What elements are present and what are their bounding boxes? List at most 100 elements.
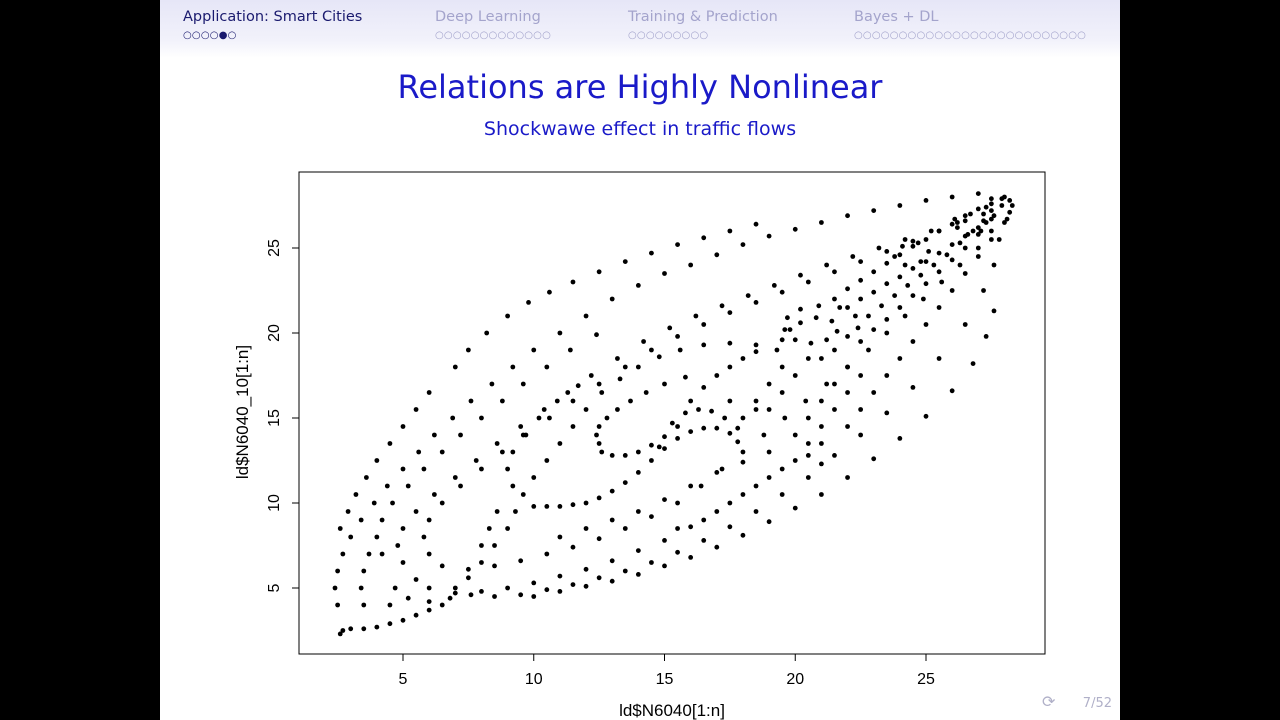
data-point xyxy=(975,254,981,259)
data-point xyxy=(583,583,589,589)
data-point xyxy=(609,558,615,564)
data-point xyxy=(876,245,882,251)
nav-dots-deep-learning[interactable]: ○○○○○○○○○○○○○ xyxy=(435,30,552,41)
data-point xyxy=(510,449,516,455)
data-point xyxy=(400,617,406,623)
data-point xyxy=(803,398,809,404)
data-point xyxy=(413,577,419,582)
data-point xyxy=(335,602,341,608)
y-tick-label: 10 xyxy=(266,494,283,512)
data-point xyxy=(416,449,422,455)
data-point xyxy=(557,441,563,446)
data-point xyxy=(675,436,680,441)
data-point xyxy=(1002,220,1007,225)
data-point xyxy=(954,220,960,225)
data-point xyxy=(662,538,667,543)
data-point xyxy=(884,410,890,416)
data-point xyxy=(431,432,437,438)
data-point xyxy=(962,245,968,251)
data-point xyxy=(387,621,393,627)
data-point xyxy=(753,342,759,348)
data-point xyxy=(779,337,785,343)
data-point xyxy=(667,325,673,331)
data-point xyxy=(727,524,733,530)
data-point xyxy=(866,347,871,353)
data-point xyxy=(452,475,458,480)
data-point xyxy=(599,390,605,395)
data-point xyxy=(871,327,877,332)
data-point xyxy=(819,398,824,404)
data-point xyxy=(531,580,537,586)
data-point xyxy=(845,364,850,370)
data-point xyxy=(819,441,824,446)
data-point xyxy=(988,228,994,234)
data-point xyxy=(596,381,602,387)
data-point xyxy=(902,262,908,268)
data-point xyxy=(599,449,605,455)
data-point xyxy=(575,383,581,389)
data-point xyxy=(656,444,662,450)
data-point xyxy=(693,313,699,319)
nav-section-bayes-dl[interactable]: Bayes + DL xyxy=(854,9,939,25)
data-point xyxy=(824,381,830,387)
data-point xyxy=(819,424,824,429)
data-point xyxy=(902,237,908,242)
data-point xyxy=(923,322,929,327)
nav-section-smart-cities[interactable]: Application: Smart Cities xyxy=(183,9,363,25)
data-point xyxy=(975,206,981,212)
data-point xyxy=(983,204,989,210)
data-point xyxy=(688,262,694,268)
data-point xyxy=(753,300,759,305)
data-point xyxy=(649,458,654,463)
data-point xyxy=(949,194,955,200)
data-point xyxy=(779,466,785,472)
data-point xyxy=(845,305,850,310)
data-point xyxy=(358,585,364,591)
data-point xyxy=(774,347,780,353)
refresh-icon[interactable]: ⟳ xyxy=(1042,692,1056,711)
data-point xyxy=(978,228,984,234)
data-point xyxy=(832,453,837,458)
nav-section-training-prediction[interactable]: Training & Prediction xyxy=(628,9,778,25)
data-point xyxy=(910,293,916,298)
data-point xyxy=(452,590,458,596)
data-point xyxy=(884,260,890,266)
data-point xyxy=(858,432,864,438)
data-point xyxy=(379,517,385,523)
data-point xyxy=(340,628,346,633)
data-point xyxy=(677,347,683,353)
data-point xyxy=(609,517,615,523)
data-point xyxy=(494,441,500,446)
data-point xyxy=(701,517,707,523)
data-point xyxy=(766,475,772,480)
data-point xyxy=(374,624,380,630)
data-point xyxy=(910,385,916,390)
section-navbar: Application: Smart Cities ○○○○●○ Deep Le… xyxy=(160,0,1120,58)
data-point xyxy=(544,587,550,593)
data-point xyxy=(936,356,942,361)
data-point xyxy=(988,237,994,242)
data-point xyxy=(897,203,903,208)
data-point xyxy=(928,228,934,234)
data-point xyxy=(492,543,497,548)
data-point xyxy=(798,306,803,312)
data-point xyxy=(583,566,589,572)
data-point xyxy=(858,339,864,344)
data-point xyxy=(649,347,654,353)
data-point xyxy=(662,271,667,276)
nav-dots-training-prediction[interactable]: ○○○○○○○○○ xyxy=(628,30,709,41)
nav-section-deep-learning[interactable]: Deep Learning xyxy=(435,9,541,25)
nav-dots-smart-cities[interactable]: ○○○○●○ xyxy=(183,30,237,41)
data-point xyxy=(727,228,733,234)
data-point xyxy=(936,250,942,256)
data-point xyxy=(923,259,929,264)
x-tick-label: 15 xyxy=(656,671,674,688)
data-point xyxy=(879,303,884,309)
data-point xyxy=(779,289,785,295)
data-point xyxy=(949,288,955,293)
data-point xyxy=(792,505,798,511)
data-point xyxy=(596,575,602,581)
data-point xyxy=(808,340,814,346)
nav-dots-bayes-dl[interactable]: ○○○○○○○○○○○○○○○○○○○○○○○○○○ xyxy=(854,30,1087,41)
data-point xyxy=(952,216,958,222)
